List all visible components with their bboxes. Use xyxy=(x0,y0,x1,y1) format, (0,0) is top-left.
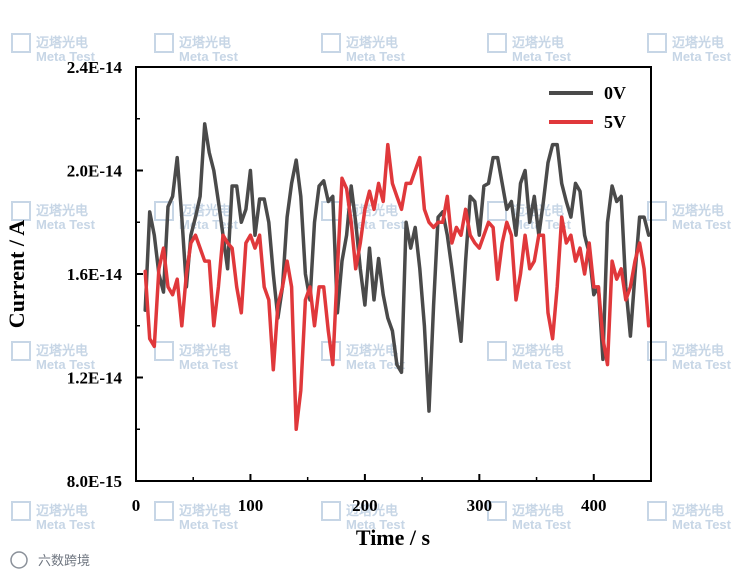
watermark-logo-icon xyxy=(647,501,667,521)
watermark-text-cn: 迈塔光电 xyxy=(179,503,231,519)
y-tick-label: 8.0E-15 xyxy=(67,472,122,491)
watermark-logo-icon xyxy=(154,501,174,521)
watermark-logo-icon xyxy=(154,33,174,53)
x-tick-label: 0 xyxy=(132,496,141,515)
watermark-text-en: Meta Test xyxy=(179,49,239,64)
watermark-text-cn: 迈塔光电 xyxy=(36,503,88,519)
watermark-text-en: Meta Test xyxy=(346,517,406,532)
x-tick-label: 300 xyxy=(467,496,493,515)
y-tick-label: 1.6E-14 xyxy=(67,265,123,284)
watermark-text-cn: 迈塔光电 xyxy=(36,35,88,51)
watermark-logo-icon xyxy=(487,33,507,53)
watermark-logo-icon xyxy=(647,201,667,221)
watermark-text-en: Meta Test xyxy=(346,49,406,64)
watermark-text-en: Meta Test xyxy=(36,357,96,372)
watermark-text-cn: 迈塔光电 xyxy=(179,35,231,51)
watermark-text-en: Meta Test xyxy=(672,49,732,64)
series-line-5v xyxy=(143,142,651,432)
watermark-text-en: Meta Test xyxy=(36,517,96,532)
watermark-text-en: Meta Test xyxy=(512,49,572,64)
watermark-text-en: Meta Test xyxy=(512,357,572,372)
watermark-logo-icon xyxy=(11,201,31,221)
watermark-text-en: Meta Test xyxy=(672,357,732,372)
watermark-logo-icon xyxy=(321,201,341,221)
series-layer xyxy=(143,122,651,432)
legend-label-5v: 5V xyxy=(604,112,626,132)
y-tick-label: 2.0E-14 xyxy=(67,162,123,181)
footer-logo: 六数跨境 xyxy=(10,551,90,569)
watermark-logo-icon xyxy=(487,201,507,221)
watermark-logo-icon xyxy=(154,201,174,221)
watermark-logo-icon xyxy=(487,501,507,521)
watermark-logo-icon xyxy=(321,33,341,53)
watermark-text-cn: 迈塔光电 xyxy=(672,35,724,51)
series-line-0v xyxy=(143,122,651,413)
watermark-text-en: Meta Test xyxy=(36,49,96,64)
watermark-text-en: Meta Test xyxy=(179,357,239,372)
watermark-text-cn: 迈塔光电 xyxy=(179,343,231,359)
watermark-text-cn: 迈塔光电 xyxy=(36,203,88,219)
watermark-text-cn: 迈塔光电 xyxy=(346,35,398,51)
watermark-text-cn: 迈塔光电 xyxy=(672,203,724,219)
footer-logo-icon xyxy=(10,551,28,569)
legend-label-0v: 0V xyxy=(604,83,626,103)
x-tick-label: 100 xyxy=(238,496,264,515)
y-tick-label: 2.4E-14 xyxy=(67,58,123,77)
y-axis-title: Current / A xyxy=(4,220,29,328)
watermark-text-en: Meta Test xyxy=(672,517,732,532)
watermark-text-cn: 迈塔光电 xyxy=(512,503,564,519)
watermark-text-cn: 迈塔光电 xyxy=(346,343,398,359)
watermark-logo-icon xyxy=(647,341,667,361)
watermark-text-cn: 迈塔光电 xyxy=(346,203,398,219)
watermark-text-cn: 迈塔光电 xyxy=(672,343,724,359)
legend: 0V 5V xyxy=(549,83,626,132)
watermark-text-en: Meta Test xyxy=(179,517,239,532)
watermark-logo-icon xyxy=(321,501,341,521)
plot-frame xyxy=(135,66,652,482)
watermark-logo-icon xyxy=(11,341,31,361)
watermark-text-cn: 迈塔光电 xyxy=(512,343,564,359)
footer-text: 六数跨境 xyxy=(38,554,90,569)
x-tick-label: 400 xyxy=(581,496,607,515)
x-axis-title: Time / s xyxy=(356,525,431,550)
y-tick-label: 1.2E-14 xyxy=(67,369,123,388)
watermark-logo-icon xyxy=(11,501,31,521)
watermark-text-en: Meta Test xyxy=(36,217,96,232)
watermark-text-cn: 迈塔光电 xyxy=(512,203,564,219)
watermark-logo-icon xyxy=(11,33,31,53)
ticks-layer: 0 100 200 300 400 8.0E-15 1.2E-14 1.6E-14 2.0E-1… xyxy=(67,58,607,515)
watermark-text-en: Meta Test xyxy=(512,517,572,532)
watermark-logo-icon xyxy=(154,341,174,361)
watermark-text-cn: 迈塔光电 xyxy=(512,35,564,51)
watermark-logo-icon xyxy=(487,341,507,361)
watermark-text-en: Meta Test xyxy=(672,217,732,232)
watermark-text-cn: 迈塔光电 xyxy=(672,503,724,519)
watermark-text-en: Meta Test xyxy=(346,357,406,372)
x-tick-label: 200 xyxy=(352,496,378,515)
watermark-text-cn: 迈塔光电 xyxy=(36,343,88,359)
watermark-text-cn: 迈塔光电 xyxy=(346,503,398,519)
watermark-logo-icon xyxy=(647,33,667,53)
